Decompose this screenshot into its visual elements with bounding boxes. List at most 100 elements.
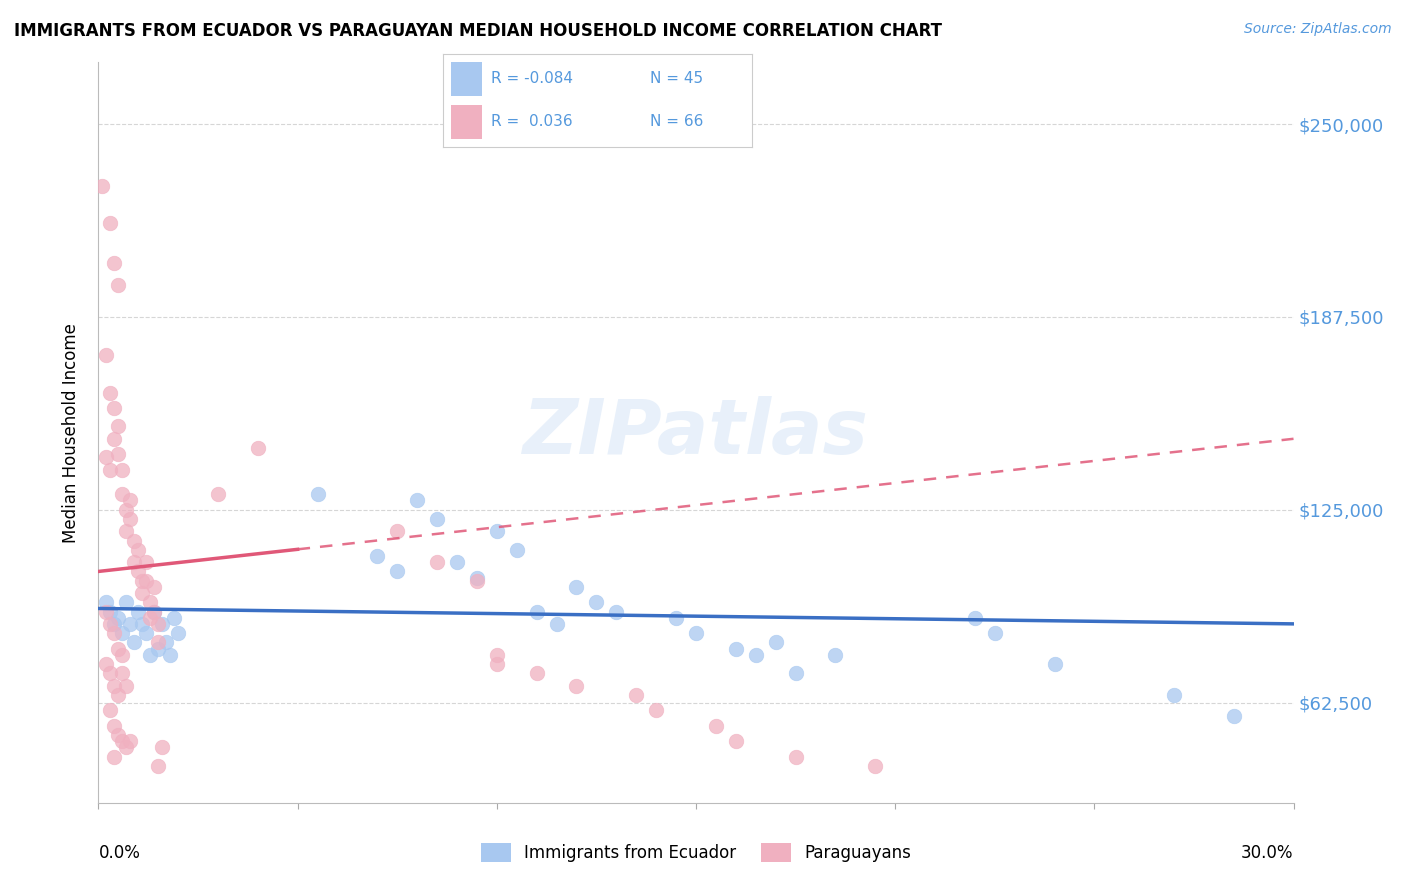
Point <box>124 635 146 649</box>
Point <box>984 626 1007 640</box>
Point <box>1163 688 1185 702</box>
Point <box>103 749 125 764</box>
Point <box>824 648 846 662</box>
Point <box>96 349 118 363</box>
Point <box>98 216 122 230</box>
Point <box>155 635 177 649</box>
Point <box>585 595 607 609</box>
Point <box>406 493 429 508</box>
Point <box>385 524 409 539</box>
Point <box>385 565 409 579</box>
Point <box>111 487 134 501</box>
Point <box>107 610 129 624</box>
Point <box>135 555 157 569</box>
Point <box>135 626 157 640</box>
Point <box>127 565 149 579</box>
Point <box>685 626 707 640</box>
Point <box>565 679 588 693</box>
Point <box>120 616 142 631</box>
Point <box>148 641 170 656</box>
Point <box>107 641 129 656</box>
Point <box>139 610 162 624</box>
Point <box>107 277 129 292</box>
Point <box>111 626 134 640</box>
Point <box>103 256 125 270</box>
Point <box>131 586 153 600</box>
Point <box>96 657 118 671</box>
Point <box>626 688 648 702</box>
Point <box>98 462 122 476</box>
Point <box>785 666 807 681</box>
FancyBboxPatch shape <box>450 62 481 95</box>
Point <box>135 574 157 588</box>
Point <box>139 595 162 609</box>
Point <box>98 385 122 400</box>
Text: Source: ZipAtlas.com: Source: ZipAtlas.com <box>1244 22 1392 37</box>
Point <box>98 605 122 619</box>
Point <box>103 616 125 631</box>
Point <box>785 749 807 764</box>
Point <box>143 580 166 594</box>
Point <box>506 542 529 557</box>
Point <box>159 648 181 662</box>
Point <box>765 635 787 649</box>
Point <box>724 734 747 748</box>
Point <box>143 605 166 619</box>
Text: R = -0.084: R = -0.084 <box>491 71 572 87</box>
Point <box>485 657 508 671</box>
Point <box>98 666 122 681</box>
Point <box>103 719 125 733</box>
Point <box>107 688 129 702</box>
Text: 0.0%: 0.0% <box>98 844 141 862</box>
Point <box>143 605 166 619</box>
Point <box>446 555 468 569</box>
Point <box>120 734 142 748</box>
Point <box>163 610 186 624</box>
Point <box>115 679 138 693</box>
Point <box>645 703 668 717</box>
Point <box>131 574 153 588</box>
Point <box>115 524 138 539</box>
Point <box>426 512 449 526</box>
Point <box>724 641 747 656</box>
Point <box>111 462 134 476</box>
Point <box>124 555 146 569</box>
Point <box>366 549 388 563</box>
Point <box>91 178 114 193</box>
Text: N = 45: N = 45 <box>650 71 703 87</box>
Point <box>148 616 170 631</box>
Point <box>107 447 129 461</box>
Point <box>111 734 134 748</box>
Point <box>307 487 329 501</box>
Text: ZIPatlas: ZIPatlas <box>523 396 869 469</box>
Point <box>465 574 488 588</box>
Point <box>127 605 149 619</box>
Point <box>120 493 142 508</box>
Point <box>103 626 125 640</box>
Point <box>111 648 134 662</box>
Point <box>207 487 229 501</box>
Point <box>426 555 449 569</box>
Point <box>665 610 688 624</box>
FancyBboxPatch shape <box>450 105 481 139</box>
Point <box>103 401 125 415</box>
Point <box>115 740 138 755</box>
Point <box>704 719 727 733</box>
Point <box>96 595 118 609</box>
Point <box>526 605 548 619</box>
Point <box>124 533 146 548</box>
Point <box>485 648 508 662</box>
Point <box>167 626 190 640</box>
Y-axis label: Median Household Income: Median Household Income <box>62 323 80 542</box>
Point <box>103 679 125 693</box>
Point <box>96 605 118 619</box>
Point <box>148 758 170 772</box>
Text: N = 66: N = 66 <box>650 114 703 129</box>
Point <box>485 524 508 539</box>
Point <box>139 648 162 662</box>
Point <box>148 635 170 649</box>
Point <box>526 666 548 681</box>
Point <box>246 441 269 455</box>
Point <box>98 703 122 717</box>
Point <box>96 450 118 465</box>
